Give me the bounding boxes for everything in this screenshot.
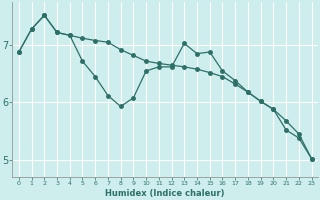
X-axis label: Humidex (Indice chaleur): Humidex (Indice chaleur) [106,189,225,198]
